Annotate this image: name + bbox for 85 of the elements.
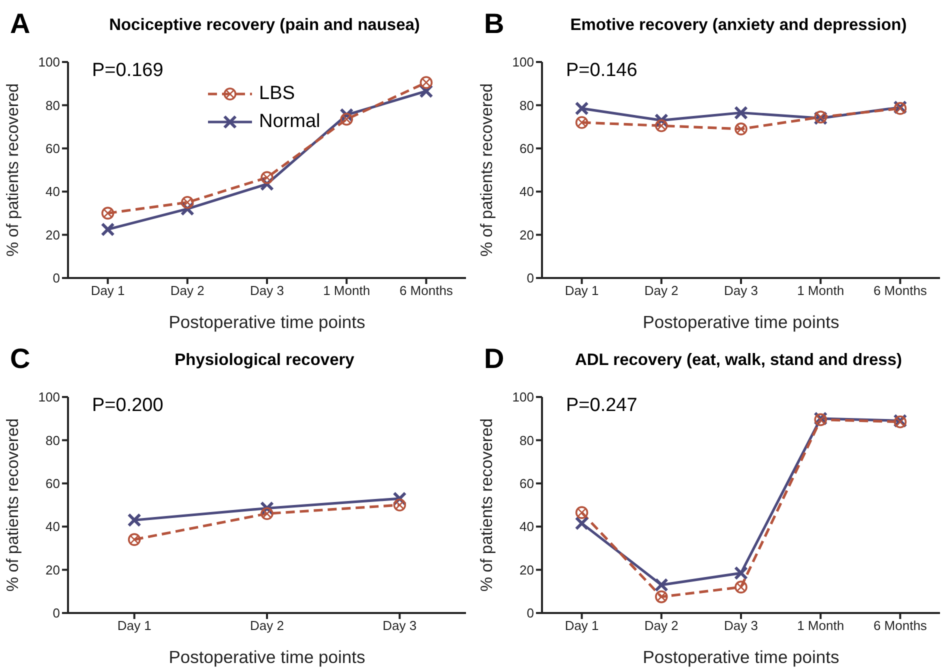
annotation: P=0.200 <box>92 394 164 416</box>
x-tick-label: Day 3 <box>250 283 284 298</box>
y-tick-label: 80 <box>520 98 534 113</box>
text: A <box>10 8 30 40</box>
y-tick-label: 40 <box>520 184 534 200</box>
x-axis-title: Postoperative time points <box>642 312 840 332</box>
y-tick-label: 0 <box>52 605 60 620</box>
chart-title: Emotive recovery (anxiety and depression) <box>569 16 908 35</box>
y-tick-label: 20 <box>46 227 60 242</box>
point <box>574 101 589 116</box>
x-tick-label: 1 Month <box>797 618 844 633</box>
text: B <box>484 8 504 40</box>
point <box>734 566 748 580</box>
x-tick-label: Day 2 <box>250 618 284 633</box>
x-tick-label: Day 1 <box>90 283 125 298</box>
y-tick-label: 60 <box>46 141 60 156</box>
text: C <box>10 342 30 374</box>
point <box>574 516 589 530</box>
y-tick-label: 0 <box>526 270 534 286</box>
y-tick-label: 100 <box>38 389 60 404</box>
y-tick-label: 80 <box>46 432 60 448</box>
point <box>654 577 668 592</box>
point <box>734 106 748 120</box>
point <box>340 112 353 126</box>
point <box>575 116 588 129</box>
y-tick-label: 40 <box>46 518 60 534</box>
point <box>393 498 406 511</box>
point <box>181 196 194 209</box>
x-tick-label: 1 Month <box>797 283 844 298</box>
x-tick-label: Day 2 <box>644 618 678 633</box>
y-axis-title: % of patients recovered <box>478 83 496 257</box>
x-tick-label: 6 Months <box>873 283 928 298</box>
point <box>655 119 668 132</box>
x-tick-label: Day 3 <box>382 618 417 633</box>
y-axis-title: % of patients recovered <box>4 83 22 257</box>
point <box>734 122 748 136</box>
y-axis-title: % of patients recovered <box>4 418 22 592</box>
point <box>260 171 274 184</box>
point <box>100 222 115 236</box>
chart-title: Physiological recovery <box>174 350 356 370</box>
x-tick-label: 1 Month <box>323 283 370 298</box>
y-tick-label: 100 <box>512 54 534 70</box>
y-tick-label: 80 <box>520 432 534 448</box>
y-tick-label: 100 <box>512 389 534 404</box>
x-tick-label: Day 1 <box>564 618 599 633</box>
x-tick-label: Day 2 <box>170 283 204 298</box>
y-axis-title: % of patients recovered <box>478 418 496 592</box>
x-axis-title: Postoperative time points <box>642 646 840 666</box>
y-tick-label: 40 <box>46 184 60 200</box>
point <box>127 512 142 527</box>
y-tick-label: 0 <box>526 605 534 620</box>
point <box>575 506 588 518</box>
y-tick-label: 60 <box>520 476 534 491</box>
legend-label: Normal <box>259 111 320 133</box>
point <box>101 206 114 220</box>
y-tick-label: 20 <box>520 562 534 577</box>
x-tick-label: Day 1 <box>564 283 599 298</box>
y-tick-label: 80 <box>46 98 60 113</box>
x-tick-label: Day 3 <box>724 618 758 633</box>
text: D <box>484 342 504 374</box>
x-axis-title: Postoperative time points <box>168 646 366 666</box>
point <box>260 506 274 520</box>
point <box>420 76 433 89</box>
point <box>128 532 141 546</box>
x-tick-label: Day 3 <box>724 283 758 298</box>
y-tick-label: 100 <box>38 54 60 70</box>
annotation: P=0.169 <box>92 60 164 82</box>
chart-title: ADL recovery (eat, walk, stand and dress) <box>574 350 904 370</box>
y-tick-label: 40 <box>520 518 534 534</box>
point <box>655 590 668 603</box>
y-tick-label: 0 <box>52 270 60 286</box>
annotation: P=0.146 <box>566 60 638 82</box>
y-tick-label: 20 <box>46 562 60 577</box>
legend-label: LBS <box>259 83 295 105</box>
y-tick-label: 60 <box>520 141 534 156</box>
x-tick-label: Day 1 <box>117 618 152 633</box>
x-tick-label: Day 2 <box>644 283 678 298</box>
x-tick-label: 6 Months <box>399 283 454 298</box>
point <box>734 580 748 593</box>
x-tick-label: 6 Months <box>873 618 928 633</box>
chart-title: Nociceptive recovery (pain and nausea) <box>108 16 421 35</box>
y-tick-label: 60 <box>46 476 60 491</box>
annotation: P=0.247 <box>566 394 638 416</box>
x-axis-title: Postoperative time points <box>168 312 366 332</box>
y-tick-label: 20 <box>520 227 534 242</box>
